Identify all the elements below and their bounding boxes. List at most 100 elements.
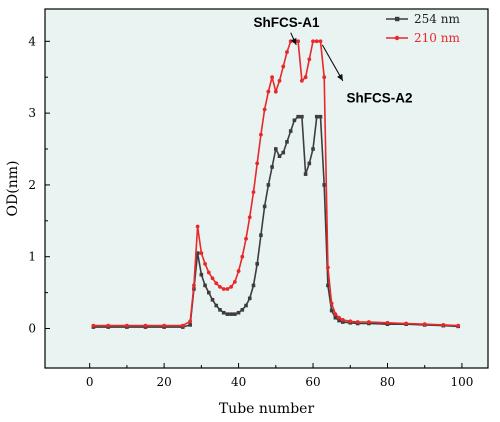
data-point: [232, 279, 237, 284]
data-point: [199, 251, 204, 256]
data-point: [270, 165, 274, 169]
data-point: [340, 317, 345, 322]
data-point: [244, 236, 248, 241]
data-point: [303, 172, 308, 176]
data-point: [251, 283, 256, 288]
data-point: [285, 50, 289, 54]
data-point: [337, 315, 341, 320]
legend-swatch-marker: [394, 35, 400, 41]
data-point: [303, 75, 308, 80]
legend-label-254: 254 nm: [414, 12, 460, 26]
series-0: [91, 114, 461, 329]
data-point: [266, 89, 271, 94]
y-tick-label: 0: [28, 322, 36, 336]
data-point: [162, 323, 167, 328]
data-point: [307, 161, 312, 166]
data-point: [262, 204, 267, 209]
data-point: [188, 319, 193, 324]
data-point: [91, 323, 96, 328]
x-tick-label: 100: [450, 375, 473, 389]
data-point: [233, 312, 237, 316]
data-point: [236, 269, 241, 273]
data-point: [311, 147, 315, 151]
data-point: [277, 78, 282, 83]
data-point: [318, 114, 323, 119]
x-tick-label: 40: [231, 375, 246, 389]
data-point: [300, 114, 304, 119]
data-point: [221, 287, 226, 291]
data-point: [296, 39, 301, 44]
legend: 254 nm 210 nm: [386, 12, 460, 45]
data-point: [214, 303, 219, 308]
y-tick-label: 3: [28, 106, 36, 120]
data-point: [255, 262, 259, 266]
data-point: [270, 75, 274, 80]
data-point: [326, 283, 330, 288]
data-point: [244, 303, 248, 308]
data-point: [218, 284, 222, 289]
data-point: [348, 319, 353, 324]
data-point: [255, 161, 260, 166]
data-point: [307, 57, 312, 62]
data-point: [247, 296, 252, 301]
annotation-arrow-a1: [290, 32, 297, 46]
data-point: [236, 310, 241, 315]
data-point: [192, 283, 196, 288]
plot-area: [44, 8, 489, 369]
data-point: [285, 140, 289, 144]
data-point: [106, 323, 111, 328]
legend-swatch-marker: [395, 16, 400, 22]
annotation-shfcs-a1: ShFCS-A1: [253, 15, 319, 30]
data-point: [199, 272, 204, 277]
annotation-arrow-a2: [321, 44, 344, 82]
data-point: [281, 150, 286, 155]
y-axis-label: OD(nm): [5, 161, 21, 217]
data-point: [355, 320, 360, 324]
x-tick-label: 80: [380, 375, 395, 389]
x-tick-label: 60: [305, 375, 320, 389]
data-point: [326, 265, 330, 270]
data-point: [259, 233, 263, 237]
y-tick-label: 1: [28, 250, 36, 264]
legend-label-210: 210 nm: [414, 31, 460, 45]
data-point: [210, 276, 215, 281]
data-point: [273, 89, 278, 94]
data-point: [206, 270, 211, 275]
data-point: [333, 312, 338, 317]
annotation-shfcs-a2: ShFCS-A2: [347, 90, 413, 105]
x-axis-label: Tube number: [219, 401, 315, 417]
data-point: [296, 114, 300, 119]
data-point: [422, 322, 427, 327]
data-point: [203, 283, 207, 288]
data-point: [277, 154, 282, 158]
data-point: [274, 147, 278, 151]
data-point: [333, 315, 338, 320]
data-point: [366, 320, 371, 324]
data-point: [292, 118, 297, 123]
annotation-layer: ShFCS-A1 ShFCS-A2: [253, 15, 412, 105]
data-point: [210, 297, 215, 302]
data-point: [456, 323, 461, 328]
x-tick-label: 0: [86, 375, 94, 389]
x-tick-label: 20: [156, 375, 171, 389]
data-point: [314, 39, 319, 44]
data-point: [251, 190, 256, 194]
data-point: [195, 251, 200, 255]
data-point: [322, 183, 327, 187]
data-point: [404, 321, 409, 326]
data-point: [385, 320, 390, 325]
data-point: [441, 323, 446, 327]
data-point: [266, 183, 271, 187]
data-point: [124, 323, 129, 328]
data-point: [225, 287, 230, 291]
series-1: [91, 39, 461, 328]
data-point: [203, 261, 207, 266]
data-point: [229, 284, 234, 289]
data-point: [262, 107, 267, 112]
data-point: [329, 308, 334, 313]
y-tick-label: 2: [28, 178, 36, 192]
data-point: [322, 75, 327, 80]
data-point: [180, 323, 185, 328]
data-point: [188, 323, 192, 327]
